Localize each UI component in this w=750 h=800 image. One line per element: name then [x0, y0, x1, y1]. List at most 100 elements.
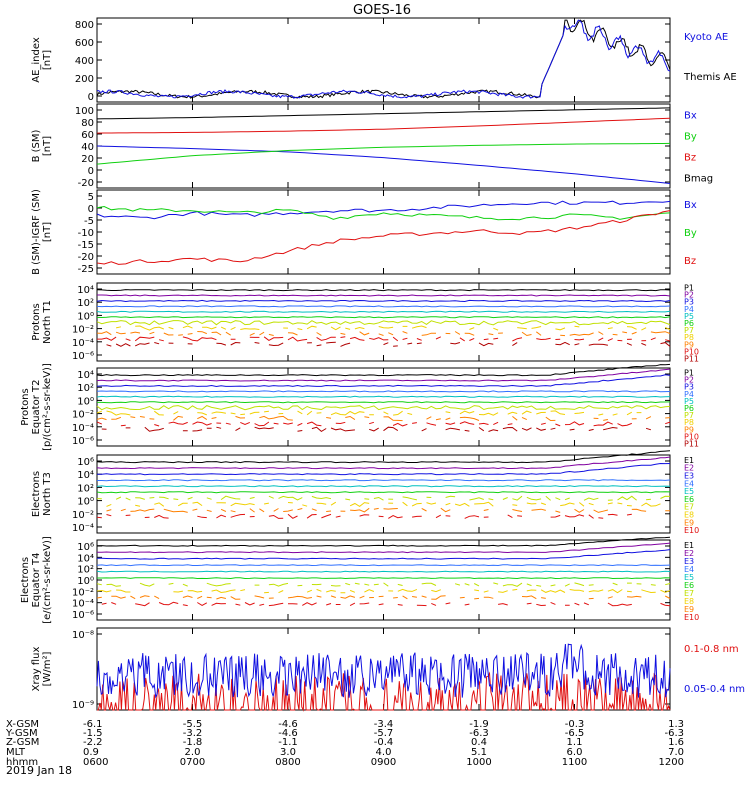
legend-item: P3 [684, 298, 694, 307]
panel-xray: 10⁻⁸ 10⁻⁹ Xray flux [W/m²] 0.1-0.8 nm 0.05-0.… [31, 627, 745, 712]
y-axis-label: Protons North T1 [31, 300, 53, 344]
footer-value: -1.8 [183, 737, 203, 748]
legend-item: Bz [684, 256, 696, 267]
legend-item: E10 [684, 613, 699, 622]
y-axis-label: Electrons Equator T4 [e/(cm²-s-sr-keV)] [20, 536, 53, 624]
legend-item: P10 [684, 347, 699, 356]
y-tick-label: 400 [75, 56, 94, 67]
flux-channel-E9 [96, 595, 671, 600]
xray-short-channel [96, 643, 671, 699]
flux-channel-P6 [96, 316, 671, 319]
y-axis-label-line: Electrons [20, 557, 31, 603]
legend-item: E6 [684, 581, 694, 590]
series-line-By [96, 205, 671, 221]
legend-item: E1 [684, 541, 694, 550]
footer-value: 4.0 [376, 747, 392, 758]
legend-item: E5 [684, 573, 694, 582]
flux-channel-E2 [97, 542, 671, 554]
footer-value: 5.1 [471, 747, 487, 758]
footer-value: 0.9 [83, 747, 99, 758]
legend-item: Kyoto AE [684, 32, 728, 43]
legend-item: P4 [684, 305, 694, 314]
y-axis-label-line: B (SM) [31, 129, 42, 162]
footer-value: 7.0 [668, 747, 684, 758]
y-tick-label: 10⁻² [72, 410, 94, 421]
flux-channel-E7 [96, 495, 671, 501]
y-axis-label-line: [p/(cm²-s-sr-keV)] [42, 363, 53, 451]
y-axis-label-line: Equator T4 [31, 553, 42, 608]
legend-item: P9 [684, 425, 694, 434]
y-axis-label-line: Equator T2 [31, 380, 42, 435]
legend-item: E8 [684, 511, 694, 520]
footer-value: 1.6 [668, 737, 684, 748]
y-tick-label: 10⁻⁹ [72, 700, 94, 711]
y-tick-label: 10² [77, 298, 94, 309]
legend-item: Bz [684, 153, 696, 164]
panel-frame [96, 103, 671, 189]
y-tick-label: 10² [77, 483, 94, 494]
flux-channel-E3 [97, 549, 671, 560]
footer-value: -6.3 [469, 728, 489, 739]
y-tick-label: 10⁰ [77, 311, 94, 322]
footer-value: 0800 [275, 757, 300, 768]
flux-channel-P1 [96, 289, 671, 292]
y-axis-label-line: North T3 [42, 472, 53, 516]
legend-item: E6 [684, 495, 694, 504]
y-tick-label: 10⁶ [77, 542, 94, 553]
y-tick-label: 800 [75, 20, 94, 31]
y-tick-label: 80 [81, 118, 94, 129]
legend-item: P2 [684, 376, 694, 385]
series-line-Bz [96, 117, 671, 134]
footer-value: -5.5 [183, 719, 203, 730]
legend-item: P11 [684, 439, 699, 448]
legend-item: E3 [684, 557, 694, 566]
legend-item: By [684, 132, 697, 143]
flux-channel-E4 [97, 479, 671, 482]
y-tick-label: 10⁰ [77, 396, 94, 407]
y-axis-label-line: North T1 [42, 300, 53, 344]
legend-item: 0.05-0.4 nm [684, 684, 745, 695]
ae-curve [96, 19, 671, 99]
y-tick-label: 10⁻² [72, 510, 94, 521]
panel-frame [96, 454, 671, 534]
y-tick-label: 10⁰ [77, 497, 94, 508]
legend-item: P2 [684, 291, 694, 300]
y-tick-label: 10⁻⁴ [72, 599, 94, 610]
legend-item: P10 [684, 432, 699, 441]
flux-channel-E7 [96, 582, 671, 587]
legend-item: P8 [684, 418, 694, 427]
y-tick-label: -10 [78, 228, 94, 239]
y-axis-label: Electrons North T3 [31, 471, 53, 517]
footer-value: -6.5 [565, 728, 585, 739]
y-axis-label-line: [W/m²] [42, 651, 53, 686]
flux-channel-P7 [96, 320, 671, 326]
footer-row-label: Y-GSM [5, 728, 38, 739]
y-tick-label: 600 [75, 38, 94, 49]
xray-long-channel [97, 671, 671, 712]
y-axis-label-line: B (SM)-IGRF (SM) [31, 189, 42, 275]
footer-value: 0600 [83, 757, 108, 768]
footer-row-label: Z-GSM [6, 737, 39, 748]
footer-value: 3.0 [280, 747, 296, 758]
y-tick-label: 0 [88, 204, 94, 215]
footer-value: 1.1 [567, 737, 583, 748]
footer-value: -3.4 [374, 719, 394, 730]
y-tick-label: 20 [81, 154, 94, 165]
date-label: 2019 Jan 18 [6, 764, 72, 777]
y-axis-label-line: [nT] [42, 136, 53, 156]
legend-item: P4 [684, 390, 694, 399]
legend-item: E5 [684, 487, 694, 496]
legend-item: Bx [684, 111, 697, 122]
y-tick-label: -5 [84, 216, 94, 227]
legend-item: E7 [684, 589, 694, 598]
y-tick-label: 10⁴ [77, 370, 94, 381]
legend-item: P7 [684, 326, 694, 335]
footer-value: 0900 [371, 757, 396, 768]
legend-item: E2 [684, 549, 694, 558]
flux-channel-E9 [106, 507, 670, 513]
series-line-Bz [96, 210, 671, 265]
y-axis-label-line: [e/(cm²-s-sr-keV)] [42, 536, 53, 624]
legend-item: P9 [684, 340, 694, 349]
